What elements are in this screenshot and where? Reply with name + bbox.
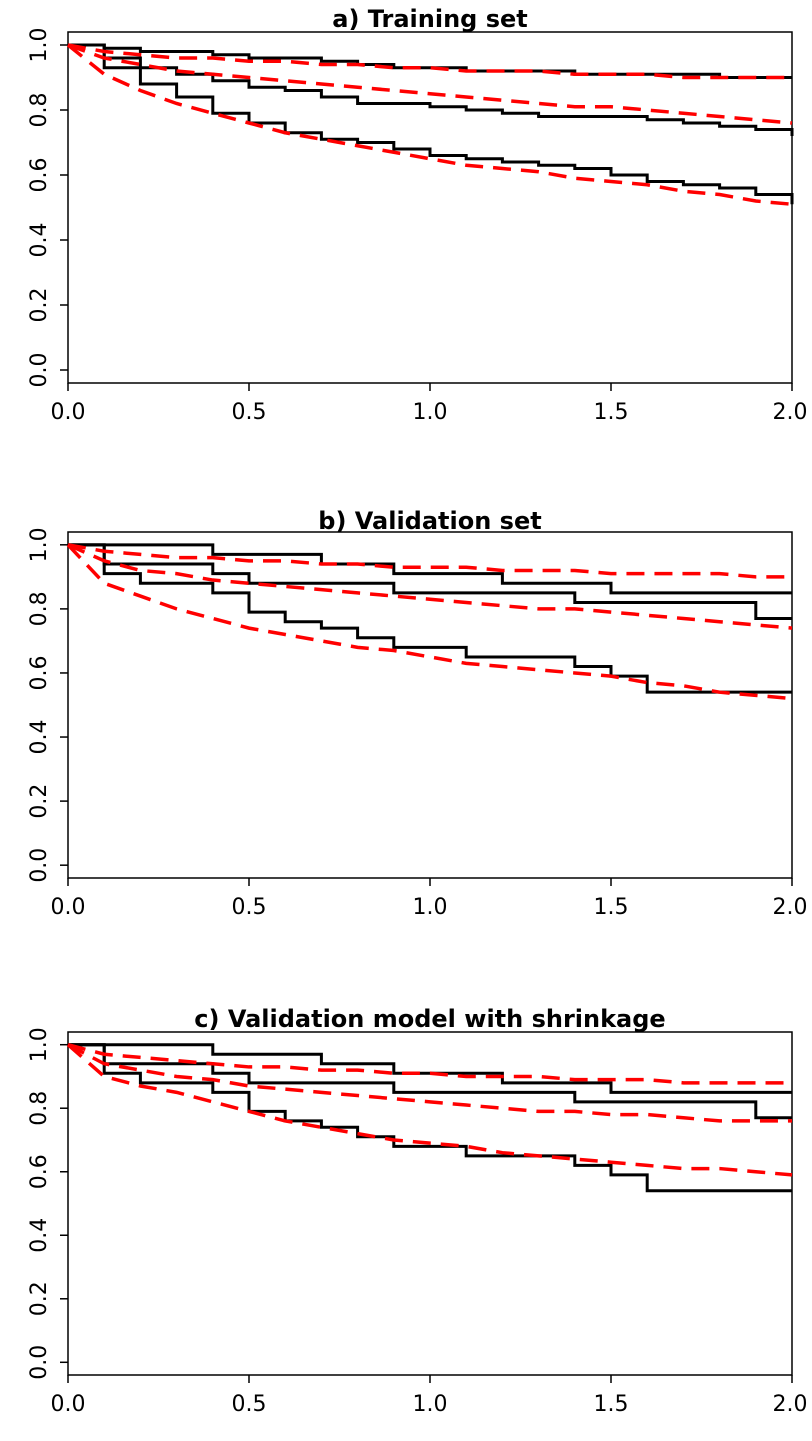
y-tick-label: 0.8	[27, 93, 52, 128]
x-tick-label: 0.0	[51, 1392, 86, 1417]
y-tick-label: 0.8	[27, 591, 52, 626]
y-tick-label: 0.8	[27, 1091, 52, 1126]
y-tick-label: 0.2	[27, 784, 52, 819]
y-tick-label: 0.6	[27, 158, 52, 193]
observed-line	[68, 543, 792, 620]
y-tick-label: 1.0	[27, 28, 52, 63]
observed-line	[68, 1043, 792, 1120]
x-tick-label: 0.5	[232, 400, 267, 425]
observed-line	[68, 43, 792, 79]
x-tick-label: 0.0	[51, 895, 86, 920]
observed-line	[68, 543, 792, 694]
observed-line	[68, 543, 792, 595]
y-tick-label: 0.2	[27, 288, 52, 323]
y-tick-label: 0.4	[27, 720, 52, 755]
predicted-line	[67, 1043, 792, 1085]
predicted-line	[67, 543, 793, 630]
observed-line	[68, 1043, 792, 1094]
predicted-line	[66, 543, 793, 701]
y-tick-label: 1.0	[27, 1027, 52, 1062]
x-tick-label: 2.0	[773, 895, 808, 920]
x-tick-label: 2.0	[773, 400, 808, 425]
x-tick-label: 0.5	[232, 895, 267, 920]
x-tick-label: 1.5	[594, 1392, 629, 1417]
x-tick-label: 1.0	[413, 895, 448, 920]
y-tick-label: 0.0	[27, 1345, 52, 1380]
predicted-line	[67, 43, 793, 125]
chart-title: b) Validation set	[318, 507, 541, 535]
chart-title: c) Validation model with shrinkage	[194, 1005, 665, 1033]
y-tick-label: 1.0	[27, 527, 52, 562]
observed-line	[68, 43, 794, 136]
x-tick-label: 2.0	[773, 1392, 808, 1417]
y-tick-label: 0.0	[27, 848, 52, 883]
x-tick-label: 1.0	[413, 400, 448, 425]
x-tick-label: 0.5	[232, 1392, 267, 1417]
y-tick-label: 0.2	[27, 1281, 52, 1316]
chart-title: a) Training set	[332, 5, 527, 33]
y-tick-label: 0.6	[27, 1154, 52, 1189]
observed-line	[68, 43, 794, 205]
y-tick-label: 0.4	[27, 223, 52, 258]
x-tick-label: 1.0	[413, 1392, 448, 1417]
y-tick-label: 0.0	[27, 353, 52, 388]
observed-line	[68, 1043, 792, 1193]
x-tick-label: 1.5	[594, 895, 629, 920]
predicted-line	[67, 543, 792, 579]
predicted-line	[67, 43, 792, 80]
predicted-line	[66, 43, 793, 206]
predicted-line	[66, 1043, 793, 1177]
x-tick-label: 0.0	[51, 400, 86, 425]
predicted-line	[67, 1043, 792, 1123]
y-tick-label: 0.6	[27, 655, 52, 690]
y-tick-label: 0.4	[27, 1218, 52, 1253]
x-tick-label: 1.5	[594, 400, 629, 425]
